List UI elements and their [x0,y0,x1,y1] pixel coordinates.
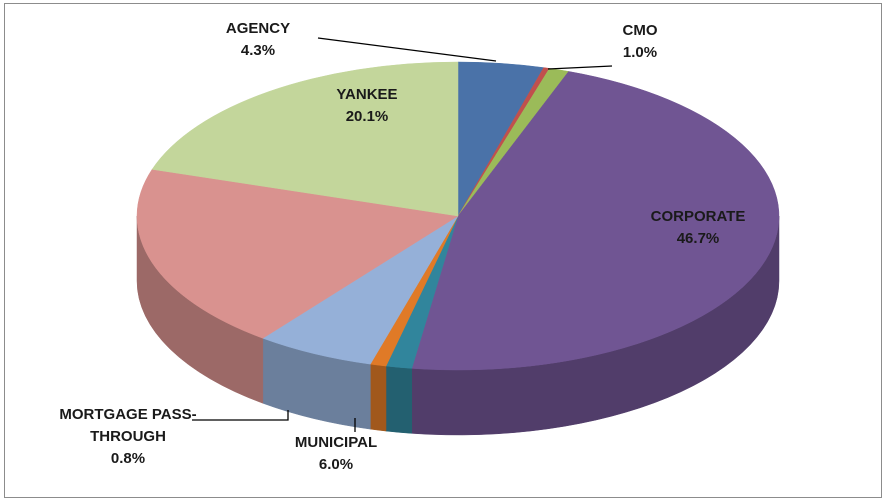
slice-label: MORTGAGE PASS-THROUGH 0.8% [53,404,203,470]
slice [262,215,459,365]
slice [151,61,459,217]
slice-label: YANKEE 20.1% [317,84,417,128]
chart-frame [4,3,882,498]
slice [411,71,780,371]
slice-side [385,365,413,434]
leader-line [192,410,289,421]
category-label: YANKEE [336,86,398,103]
category-label: MUNICIPAL [294,434,378,451]
slice [136,169,459,339]
value-label: 1.0% [622,44,658,61]
leader-line [317,37,497,62]
value-label: 4.3% [240,42,276,59]
value-label: 6.0% [318,456,354,473]
leader-lines [192,37,613,432]
slice-label: CMO 1.0% [600,20,680,64]
value-label: 20.1% [345,108,389,125]
category-label: CORPORATE [650,208,746,225]
slice-label: AGENCY 4.3% [198,18,318,62]
pie-sides [136,215,780,436]
value-label: 46.7% [676,230,720,247]
category-label: CMO [622,22,658,39]
slice-label: CORPORATE 46.7% [628,206,768,250]
pie-tops [136,61,780,371]
slice-label: MUNICIPAL 6.0% [276,432,396,476]
category-label: AGENCY [225,20,291,37]
leader-line [547,65,613,70]
value-label: 0.8% [110,450,146,467]
slice-side [370,363,387,432]
category-label: MORTGAGE PASS-THROUGH [59,406,197,445]
